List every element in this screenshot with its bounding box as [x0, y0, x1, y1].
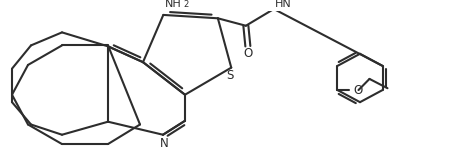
Text: 2: 2 — [184, 0, 189, 9]
Text: S: S — [227, 69, 234, 82]
Text: O: O — [243, 47, 253, 60]
Text: HN: HN — [275, 0, 292, 9]
Text: NH: NH — [165, 0, 182, 9]
Text: O: O — [353, 84, 363, 97]
Text: N: N — [159, 137, 168, 150]
